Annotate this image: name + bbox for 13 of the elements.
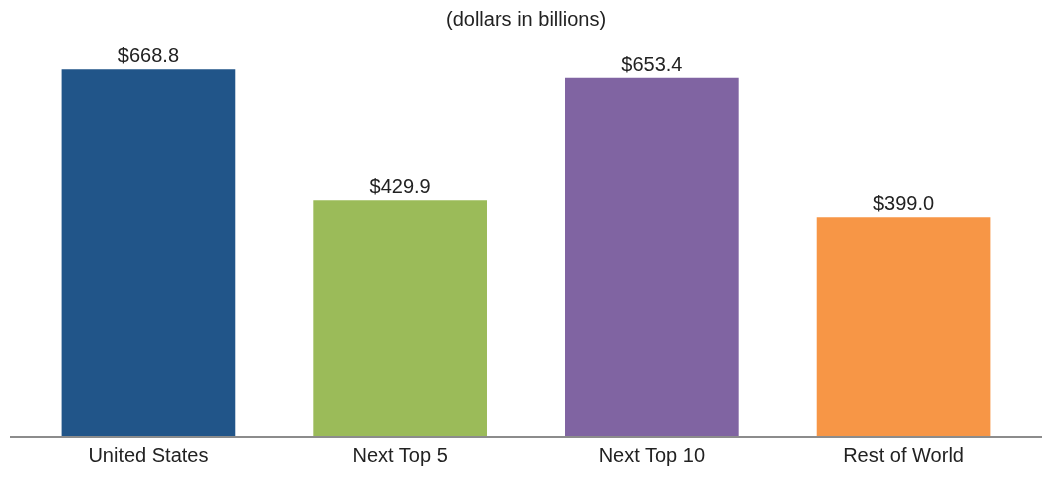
data-label: $399.0 — [872, 192, 935, 215]
bar — [816, 217, 991, 436]
x-tick-label: United States — [88, 444, 209, 466]
bar — [61, 69, 236, 436]
data-label: $429.9 — [369, 175, 431, 198]
x-tick-label: Rest of World — [843, 444, 964, 466]
x-tick-label: Next Top 10 — [598, 444, 706, 466]
x-tick-label: Next Top 5 — [352, 444, 448, 466]
bar — [313, 200, 487, 436]
data-label: $653.4 — [621, 52, 683, 75]
bar — [565, 77, 739, 436]
data-label: $668.8 — [117, 44, 180, 67]
chart-subtitle: (dollars in billions) — [446, 8, 607, 30]
